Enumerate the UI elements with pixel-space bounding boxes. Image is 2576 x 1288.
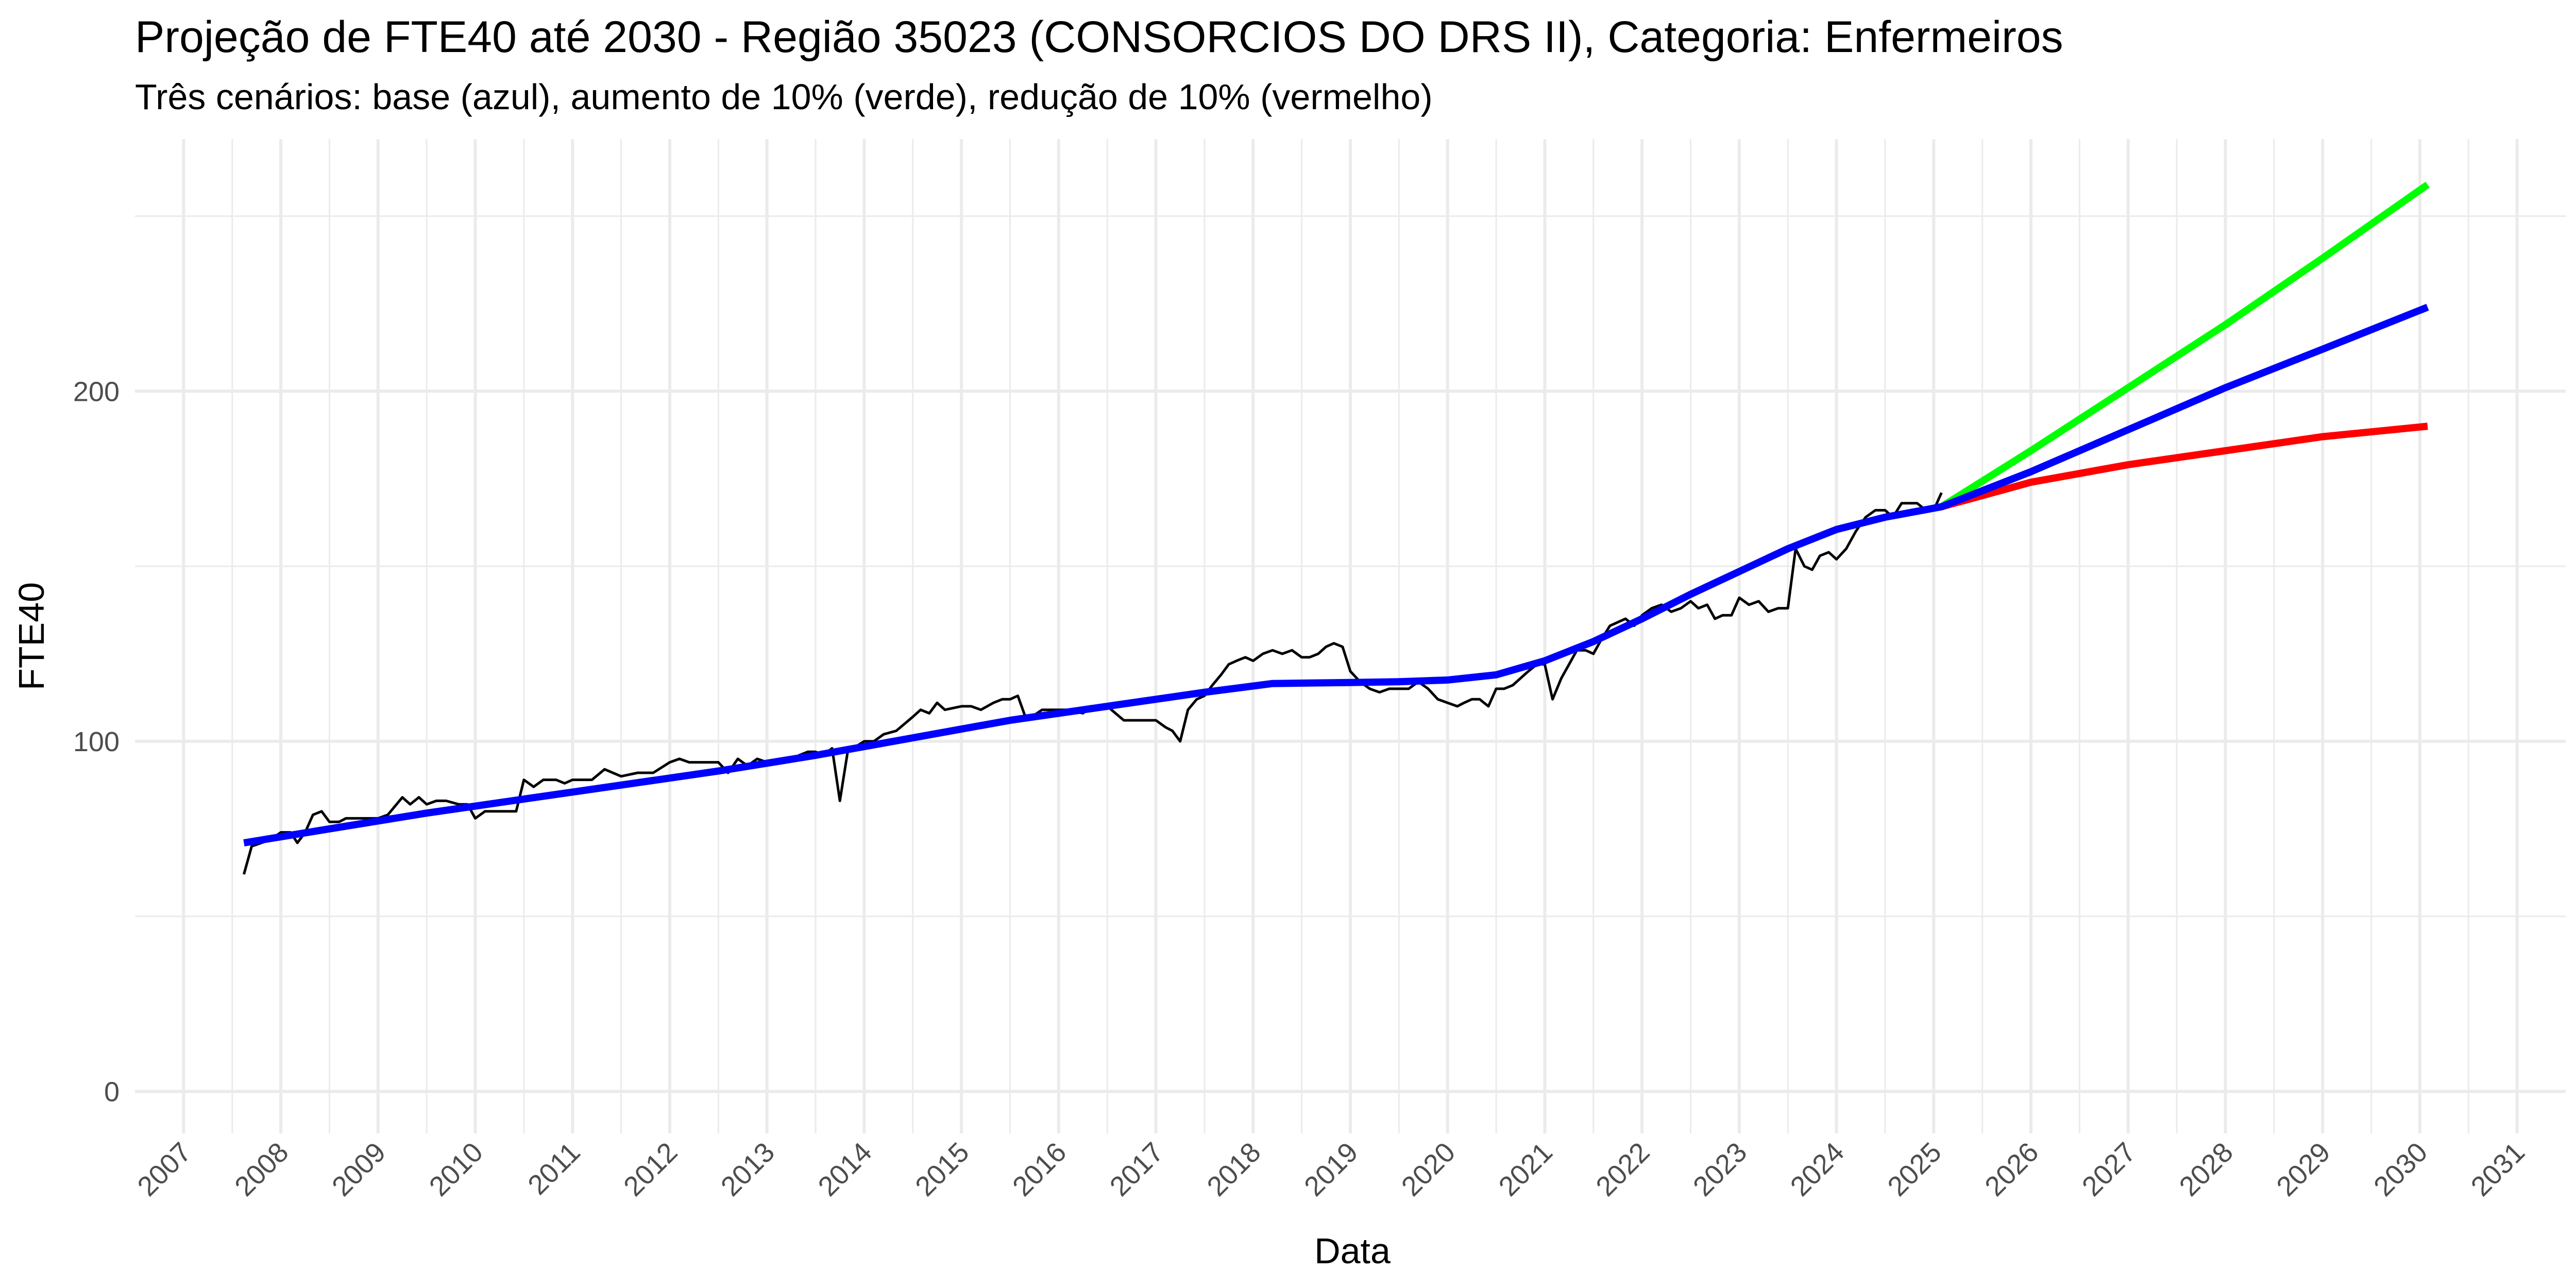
x-tick-label: 2007 bbox=[131, 1137, 197, 1202]
x-tick-label: 2024 bbox=[1785, 1137, 1850, 1202]
x-axis-title: Data bbox=[1314, 1231, 1391, 1271]
y-axis-ticks: 0 100 200 bbox=[73, 376, 120, 1107]
x-tick-label: 2030 bbox=[2368, 1137, 2433, 1202]
y-tick-label: 200 bbox=[73, 376, 120, 407]
x-tick-label: 2027 bbox=[2076, 1137, 2142, 1202]
x-tick-label: 2031 bbox=[2465, 1137, 2531, 1202]
x-tick-label: 2011 bbox=[522, 1137, 586, 1201]
x-tick-label: 2023 bbox=[1687, 1137, 1753, 1202]
x-tick-label: 2014 bbox=[812, 1137, 878, 1202]
x-axis-ticks: 2007 2008 2009 2010 2011 2012 2013 2014 2015 2016… bbox=[131, 1137, 2531, 1202]
x-tick-label: 2020 bbox=[1396, 1137, 1461, 1202]
x-tick-label: 2017 bbox=[1104, 1137, 1170, 1202]
y-tick-label: 100 bbox=[73, 726, 120, 757]
increase-scenario-line bbox=[1939, 181, 2430, 510]
x-tick-label: 2022 bbox=[1590, 1137, 1655, 1202]
series-lines bbox=[242, 181, 2430, 875]
base-scenario-line bbox=[243, 303, 2429, 846]
x-tick-label: 2019 bbox=[1298, 1137, 1364, 1202]
x-tick-label: 2013 bbox=[715, 1137, 781, 1202]
x-tick-label: 2028 bbox=[2174, 1137, 2239, 1202]
x-tick-label: 2018 bbox=[1201, 1137, 1266, 1202]
chart-title: Projeção de FTE40 até 2030 - Região 3502… bbox=[135, 12, 2063, 62]
x-tick-label: 2029 bbox=[2270, 1137, 2336, 1202]
x-tick-label: 2016 bbox=[1007, 1137, 1072, 1202]
minor-gridlines bbox=[135, 139, 2566, 1133]
x-tick-label: 2009 bbox=[326, 1137, 392, 1202]
x-tick-label: 2012 bbox=[618, 1137, 683, 1202]
observed-line bbox=[242, 492, 1943, 875]
y-axis-title: FTE40 bbox=[11, 582, 52, 690]
major-gridlines bbox=[135, 139, 2566, 1133]
chart-subtitle: Três cenários: base (azul), aumento de 1… bbox=[135, 77, 1433, 117]
x-tick-label: 2021 bbox=[1493, 1137, 1558, 1202]
x-tick-label: 2015 bbox=[909, 1137, 975, 1202]
x-tick-label: 2025 bbox=[1882, 1137, 1947, 1202]
x-tick-label: 2026 bbox=[1979, 1137, 2044, 1202]
decrease-scenario-line bbox=[1940, 422, 2428, 511]
x-tick-label: 2008 bbox=[229, 1137, 294, 1202]
y-tick-label: 0 bbox=[104, 1076, 120, 1107]
x-tick-label: 2010 bbox=[423, 1137, 489, 1202]
